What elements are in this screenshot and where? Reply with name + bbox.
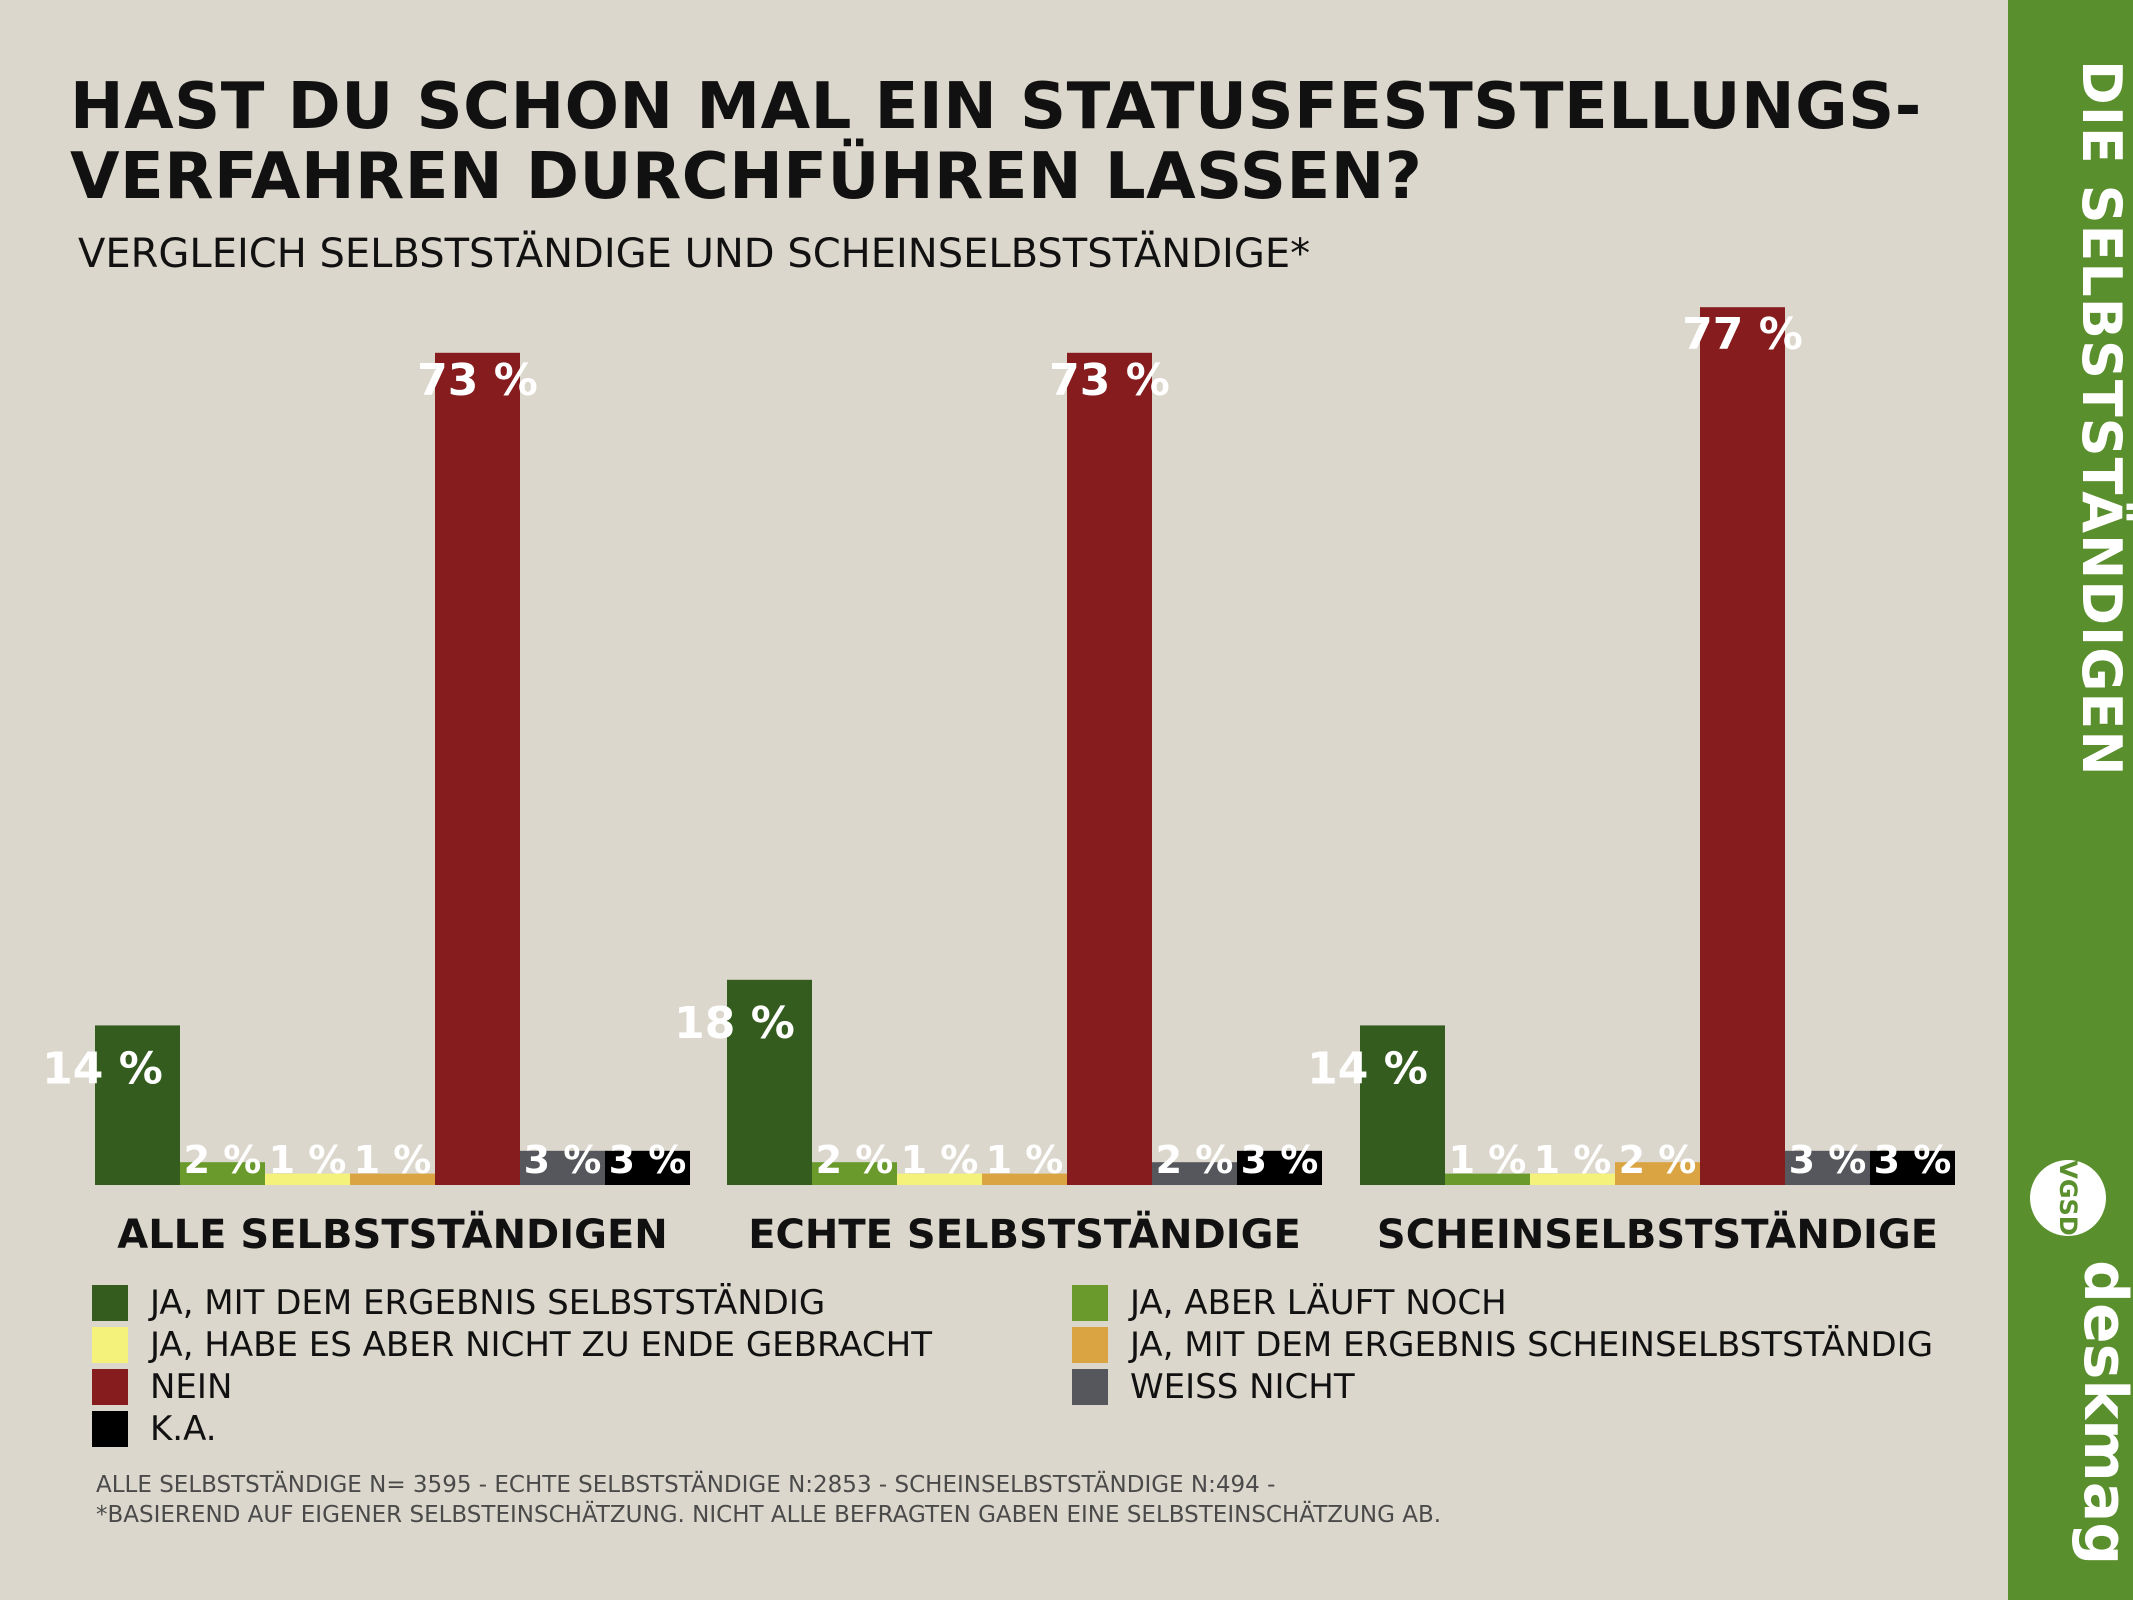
vgsd-logo-icon: VGSD (2030, 1160, 2106, 1236)
value-label-1-5: 73 % (417, 355, 538, 406)
bar-3-3 (1530, 1173, 1615, 1185)
bar-3-6 (1785, 1150, 1870, 1185)
bar-2-2 (812, 1162, 897, 1185)
legend-item-5: NEIN (92, 1367, 232, 1407)
bar-1-6 (520, 1150, 605, 1185)
legend-label-2: JA, ABER LÄUFT NOCH (1130, 1283, 1507, 1323)
value-label-3-2: 1 % (1449, 1138, 1527, 1182)
bar-1-1 (95, 1025, 180, 1185)
chart-title: HAST DU SCHON MAL EIN STATUSFESTSTELLUNG… (70, 70, 1922, 214)
value-label-2-1: 18 % (674, 998, 795, 1049)
bar-chart: 14 %2 % 1 % 1 %73 %3 % 3 %ALLE SELBSTSTÄNDI… (42, 307, 1955, 1258)
value-label-3-7: 3 % (1874, 1138, 1952, 1182)
bar-2-7 (1237, 1150, 1322, 1185)
vgsd-logo-text: VGSD (2054, 1160, 2082, 1236)
legend-item-1: JA, MIT DEM ERGEBNIS SELBSTSTÄNDIG (92, 1283, 825, 1323)
bar-2-3 (897, 1173, 982, 1185)
brand-sidebar: DIE SELBSTSTÄNDIGEN VGSD deskmag (2008, 0, 2133, 1600)
legend-item-4: JA, MIT DEM ERGEBNIS SCHEINSELBSTSTÄNDIG (1072, 1325, 1933, 1365)
bar-1-2 (180, 1162, 265, 1185)
bar-3-7 (1870, 1150, 1955, 1185)
value-label-2-2: 2 % (816, 1138, 894, 1182)
value-label-1-1: 14 % (42, 1043, 163, 1094)
legend-swatch-6 (1072, 1369, 1108, 1405)
category-label-1: ALLE SELBSTSTÄNDIGEN (117, 1210, 668, 1258)
legend-swatch-5 (92, 1369, 128, 1405)
legend-item-3: JA, HABE ES ABER NICHT ZU ENDE GEBRACHT (92, 1325, 932, 1365)
value-label-1-2: 2 % (184, 1138, 262, 1182)
value-label-3-3: 1 % (1534, 1138, 1612, 1182)
value-label-1-4: 1 % (354, 1138, 432, 1182)
legend-label-6: WEISS NICHT (1130, 1367, 1355, 1407)
category-label-3: SCHEINSELBSTSTÄNDIGE (1377, 1210, 1938, 1258)
bar-1-4 (350, 1173, 435, 1185)
legend-item-7: K.A. (92, 1409, 217, 1449)
value-label-2-6: 2 % (1156, 1138, 1234, 1182)
value-label-2-5: 73 % (1049, 355, 1170, 406)
legend-swatch-2 (1072, 1285, 1108, 1321)
value-label-1-7: 3 % (609, 1138, 687, 1182)
bar-1-5 (435, 352, 520, 1185)
value-label-3-5: 77 % (1682, 309, 1803, 360)
category-label-2: ECHTE SELBSTSTÄNDIGE (748, 1210, 1301, 1258)
footnote: ALLE SELBSTSTÄNDIGE N= 3595 - ECHTE SELB… (96, 1472, 1442, 1528)
legend-label-3: JA, HABE ES ABER NICHT ZU ENDE GEBRACHT (150, 1325, 932, 1365)
legend-swatch-7 (92, 1411, 128, 1447)
bar-3-4 (1615, 1162, 1700, 1185)
value-label-3-6: 3 % (1789, 1138, 1867, 1182)
bar-3-1 (1360, 1025, 1445, 1185)
value-label-2-4: 1 % (986, 1138, 1064, 1182)
deskmag-logo: deskmag (2070, 1260, 2133, 1566)
value-label-1-6: 3 % (524, 1138, 602, 1182)
legend-label-1: JA, MIT DEM ERGEBNIS SELBSTSTÄNDIG (150, 1283, 826, 1323)
legend-swatch-3 (92, 1327, 128, 1363)
legend-item-6: WEISS NICHT (1072, 1367, 1355, 1407)
legend-swatch-1 (92, 1285, 128, 1321)
bar-1-3 (265, 1173, 350, 1185)
value-label-2-3: 1 % (901, 1138, 979, 1182)
legend-item-2: JA, ABER LÄUFT NOCH (1072, 1283, 1507, 1323)
bar-2-6 (1152, 1162, 1237, 1185)
bar-2-5 (1067, 352, 1152, 1185)
chart-subtitle: VERGLEICH SELBSTSTÄNDIGE UND SCHEINSELBS… (78, 231, 1311, 277)
legend-label-4: JA, MIT DEM ERGEBNIS SCHEINSELBSTSTÄNDIG (1130, 1325, 1934, 1365)
legend-swatch-4 (1072, 1327, 1108, 1363)
legend-label-5: NEIN (150, 1367, 233, 1407)
bar-3-2 (1445, 1173, 1530, 1185)
bar-1-7 (605, 1150, 690, 1185)
value-label-1-3: 1 % (269, 1138, 347, 1182)
bar-2-1 (727, 979, 812, 1185)
value-label-2-7: 3 % (1241, 1138, 1319, 1182)
brand-title: DIE SELBSTSTÄNDIGEN (2070, 60, 2133, 777)
value-label-3-1: 14 % (1307, 1043, 1428, 1094)
value-label-3-4: 2 % (1619, 1138, 1697, 1182)
bar-2-4 (982, 1173, 1067, 1185)
legend-label-7: K.A. (150, 1409, 217, 1449)
bar-3-5 (1700, 307, 1785, 1185)
